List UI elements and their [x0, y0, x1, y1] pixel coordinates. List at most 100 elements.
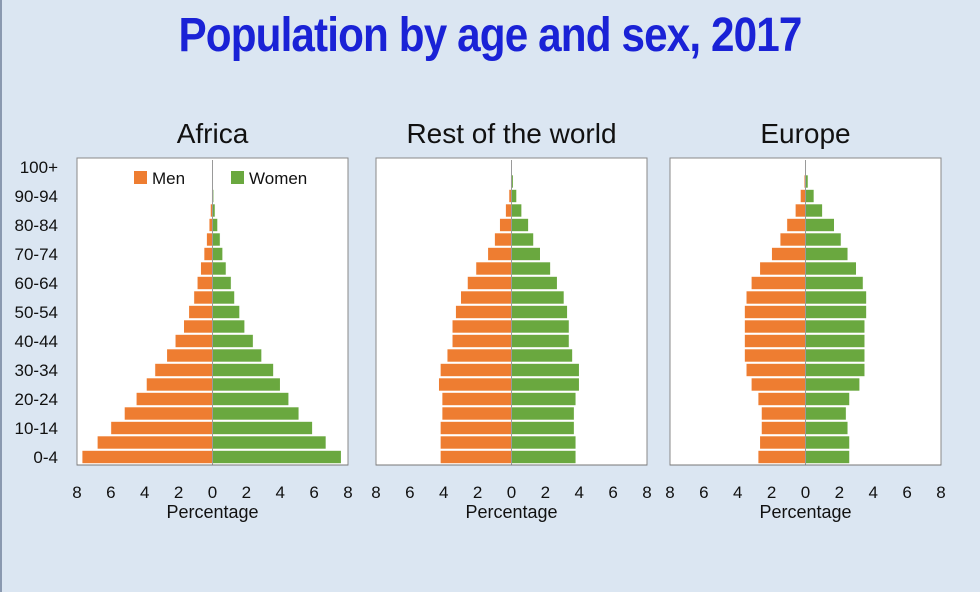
bar-men: [771, 247, 806, 261]
bar-men: [779, 232, 806, 247]
bar-women: [511, 305, 568, 319]
x-tick-label: 2: [242, 483, 251, 502]
x-tick-label: 8: [343, 483, 352, 502]
bar-women: [212, 247, 223, 261]
y-tick-label: 100+: [20, 158, 58, 177]
bar-men: [744, 319, 806, 334]
bar-women: [212, 218, 218, 232]
bar-men: [441, 392, 512, 406]
bar-women: [511, 276, 558, 290]
x-axis-label: Percentage: [759, 502, 851, 522]
panel-title: Europe: [760, 118, 850, 149]
legend-label-men: Men: [152, 169, 185, 188]
bar-men: [200, 261, 213, 276]
bar-men: [135, 392, 213, 406]
bar-women: [511, 377, 580, 392]
x-tick-label: 8: [642, 483, 651, 502]
bar-men: [154, 363, 213, 377]
bar-women: [511, 334, 570, 348]
bar-men: [759, 261, 806, 276]
bar-men: [759, 435, 806, 450]
x-tick-label: 6: [106, 483, 115, 502]
bar-women: [212, 290, 235, 305]
bar-women: [511, 261, 551, 276]
x-tick-label: 2: [767, 483, 776, 502]
bar-men: [505, 203, 512, 218]
x-tick-label: 6: [902, 483, 911, 502]
bar-men: [208, 218, 213, 232]
bar-women: [805, 290, 867, 305]
bar-men: [499, 218, 512, 232]
bar-women: [212, 450, 342, 464]
bar-women: [212, 363, 274, 377]
bar-women: [511, 363, 580, 377]
y-tick-label: 10-14: [15, 419, 58, 438]
bar-women: [511, 232, 534, 247]
bar-women: [212, 392, 290, 406]
bar-women: [805, 377, 861, 392]
bar-men: [196, 276, 213, 290]
bar-women: [212, 421, 313, 435]
x-axis-label: Percentage: [166, 502, 258, 522]
x-tick-label: 4: [869, 483, 878, 502]
bar-men: [441, 406, 512, 421]
bar-men: [761, 421, 806, 435]
bar-men: [451, 334, 512, 348]
bar-men: [460, 290, 512, 305]
bar-women: [511, 435, 577, 450]
bar-men: [757, 450, 806, 464]
bar-men: [795, 203, 806, 218]
bar-men: [440, 363, 512, 377]
bar-men: [800, 189, 806, 203]
bar-men: [494, 232, 512, 247]
bar-men: [744, 348, 806, 363]
y-tick-label: 0-4: [33, 448, 58, 467]
bar-men: [745, 290, 806, 305]
bar-women: [805, 421, 849, 435]
x-tick-label: 2: [473, 483, 482, 502]
y-tick-label: 40-44: [15, 332, 58, 351]
bar-women: [212, 305, 240, 319]
bar-women: [212, 276, 232, 290]
bar-men: [744, 305, 806, 319]
x-tick-label: 4: [575, 483, 584, 502]
x-tick-label: 4: [276, 483, 285, 502]
bar-women: [805, 232, 842, 247]
bar-women: [212, 261, 227, 276]
bar-women: [212, 377, 281, 392]
bar-men: [438, 377, 512, 392]
y-tick-label: 30-34: [15, 361, 58, 380]
x-tick-label: 0: [801, 483, 810, 502]
x-tick-label: 8: [665, 483, 674, 502]
x-tick-label: 8: [371, 483, 380, 502]
bar-women: [805, 261, 857, 276]
bar-men: [183, 319, 213, 334]
x-tick-label: 6: [309, 483, 318, 502]
bar-men: [761, 406, 806, 421]
bar-men: [455, 305, 512, 319]
bar-women: [805, 189, 815, 203]
bar-women: [511, 450, 577, 464]
bar-men: [750, 276, 806, 290]
bar-women: [805, 276, 864, 290]
bar-women: [212, 334, 254, 348]
bar-women: [511, 290, 565, 305]
bar-men: [206, 232, 213, 247]
bar-men: [451, 319, 512, 334]
legend-label-women: Women: [249, 169, 307, 188]
bar-men: [446, 348, 512, 363]
x-tick-label: 0: [208, 483, 217, 502]
bar-men: [440, 435, 512, 450]
bar-women: [805, 218, 835, 232]
x-tick-label: 4: [140, 483, 149, 502]
bar-men: [124, 406, 213, 421]
bar-men: [440, 450, 512, 464]
x-tick-label: 4: [733, 483, 742, 502]
bar-women: [805, 406, 847, 421]
bar-men: [166, 348, 213, 363]
x-axis-label: Percentage: [465, 502, 557, 522]
bar-women: [511, 203, 522, 218]
x-tick-label: 6: [699, 483, 708, 502]
bar-men: [81, 450, 213, 464]
bar-men: [97, 435, 213, 450]
